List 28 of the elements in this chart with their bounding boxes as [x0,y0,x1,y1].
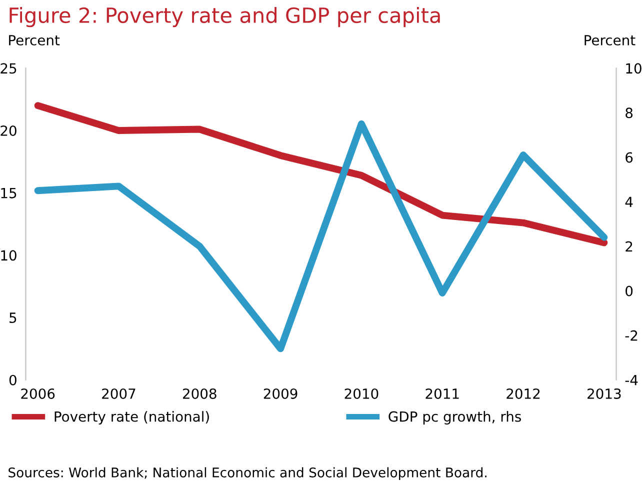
x-tick-label: 2012 [506,388,540,399]
chart-title: Figure 2: Poverty rate and GDP per capita [10,6,440,28]
y2-tick-label: -4 [625,375,638,386]
y2-tick-label: 10 [626,63,642,74]
y2-tick-label: 2 [626,241,632,252]
x-tick-label: 2009 [264,388,298,399]
legend-label: GDP pc growth, rhs [388,411,521,425]
y-tick-label: 10 [1,250,16,261]
x-tick-label: 2013 [588,388,621,399]
y2-tick-label: 6 [626,152,633,163]
x-tick-label: 2006 [21,388,55,399]
y-tick-label: 5 [10,312,16,323]
source-note: Sources: World Bank; National Economic and Social Development Board. [8,467,486,480]
legend-label: Poverty rate (national) [54,411,209,425]
y-axis-title: Percent [9,35,60,46]
y2-tick-label: -2 [625,330,638,341]
y-tick-label: 0 [9,374,16,386]
y-tick-label: 25 [0,63,16,74]
x-tick-label: 2007 [102,388,136,399]
y2-axis-title: Percent [584,35,636,46]
x-tick-label: 2011 [426,388,459,399]
y2-tick-label: 0 [626,286,633,296]
x-tick-label: 2008 [182,388,216,399]
y-tick-label: 20 [0,125,16,136]
y2-tick-label: 8 [626,108,633,118]
y2-tick-label: 4 [625,196,633,208]
y-tick-label: 15 [1,188,16,198]
x-tick-label: 2010 [344,388,378,399]
